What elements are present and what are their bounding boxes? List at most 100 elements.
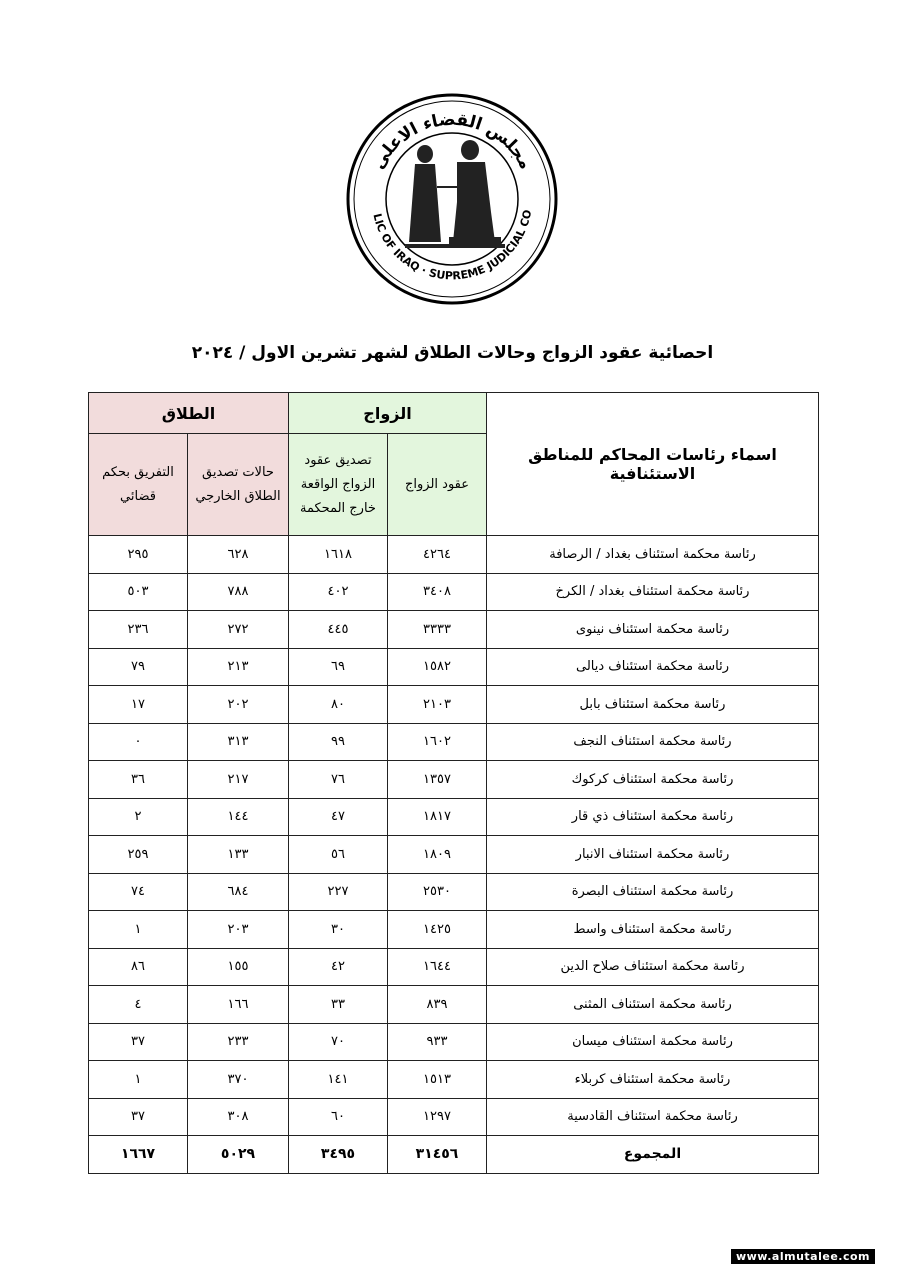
cell-value: ٩٣٣ [387, 1022, 487, 1061]
total-label: المجموع [486, 1135, 819, 1174]
cell-value: ١٦٦ [187, 985, 289, 1024]
cell-value: ٥٠٣ [88, 572, 188, 611]
cell-value: ١٥٥ [187, 947, 289, 986]
region-name: رئاسة محكمة استئناف ميسان [486, 1022, 819, 1061]
cell-value: ٢٣٦ [88, 610, 188, 649]
column-header: تصديق عقود الزواج الواقعة خارج المحكمة [288, 433, 388, 536]
cell-value: ٢١٧ [187, 760, 289, 799]
table-row: رئاسة محكمة استئناف كركوك ١٣٥٧ ٧٦ ٢١٧ ٣٦ [88, 760, 819, 799]
region-name: رئاسة محكمة استئناف كركوك [486, 760, 819, 799]
cell-value: ٣٤٩٥ [288, 1135, 388, 1174]
cell-value: ١ [88, 910, 188, 949]
cell-value: ٢٠٣ [187, 910, 289, 949]
cell-value: ٠ [88, 722, 188, 761]
table-row: رئاسة محكمة استئناف كربلاء ١٥١٣ ١٤١ ٣٧٠ ١ [88, 1060, 819, 1099]
cell-value: ٢٧٢ [187, 610, 289, 649]
marriage-group-header: الزواج [288, 392, 487, 434]
cell-value: ١٦٤٤ [387, 947, 487, 986]
column-header: التفريق بحكم قضائي [88, 433, 188, 536]
table-row: رئاسة محكمة استئناف صلاح الدين ١٦٤٤ ٤٢ ١٥٥ ٨… [88, 947, 819, 986]
cell-value: ٢٥٣٠ [387, 872, 487, 911]
region-name: رئاسة محكمة استئناف البصرة [486, 872, 819, 911]
table-row: رئاسة محكمة استئناف ديالى ١٥٨٢ ٦٩ ٢١٣ ٧٩ [88, 647, 819, 686]
cell-value: ١٧ [88, 685, 188, 724]
cell-value: ٧٦ [288, 760, 388, 799]
cell-value: ١٦٦٧ [88, 1135, 188, 1174]
cell-value: ٢٣٣ [187, 1022, 289, 1061]
cell-value: ٥٦ [288, 835, 388, 874]
region-name: رئاسة محكمة استئناف القادسية [486, 1097, 819, 1136]
cell-value: ١٤٤ [187, 797, 289, 836]
cell-value: ٢٩٥ [88, 535, 188, 574]
cell-value: ٢٠٢ [187, 685, 289, 724]
region-name: رئاسة محكمة استئناف الانبار [486, 835, 819, 874]
cell-value: ٣٧٠ [187, 1060, 289, 1099]
table-row: رئاسة محكمة استئناف بغداد / الرصافة ٤٢٦٤ ١… [88, 535, 819, 574]
cell-value: ١٨٠٩ [387, 835, 487, 874]
cell-value: ٣٧ [88, 1097, 188, 1136]
cell-value: ١٣٣ [187, 835, 289, 874]
cell-value: ١٤١ [288, 1060, 388, 1099]
table-row: رئاسة محكمة استئناف ميسان ٩٣٣ ٧٠ ٢٣٣ ٣٧ [88, 1022, 819, 1061]
cell-value: ٣٧ [88, 1022, 188, 1061]
cell-value: ٧٨٨ [187, 572, 289, 611]
svg-text:مجلس القضاء الاعلى: مجلس القضاء الاعلى [369, 110, 536, 173]
table-row: رئاسة محكمة استئناف نينوى ٣٣٣٣ ٤٤٥ ٢٧٢ ٢٣٦ [88, 610, 819, 649]
cell-value: ٤٧ [288, 797, 388, 836]
page-title: احصائية عقود الزواج وحالات الطلاق لشهر ت… [191, 343, 714, 363]
region-name: رئاسة محكمة استئناف النجف [486, 722, 819, 761]
region-name: رئاسة محكمة استئناف نينوى [486, 610, 819, 649]
cell-value: ٦٠ [288, 1097, 388, 1136]
cell-value: ٦٩ [288, 647, 388, 686]
cell-value: ٣١٣ [187, 722, 289, 761]
cell-value: ١٥١٣ [387, 1060, 487, 1099]
region-name: رئاسة محكمة استئناف ذي قار [486, 797, 819, 836]
table-row: رئاسة محكمة استئناف النجف ١٦٠٢ ٩٩ ٣١٣ ٠ [88, 722, 819, 761]
total-row: المجموع ٣١٤٥٦ ٣٤٩٥ ٥٠٢٩ ١٦٦٧ [88, 1135, 819, 1174]
region-name: رئاسة محكمة استئناف ديالى [486, 647, 819, 686]
column-header: عقود الزواج [387, 433, 487, 536]
cell-value: ١٦٠٢ [387, 722, 487, 761]
region-name: رئاسة محكمة استئناف صلاح الدين [486, 947, 819, 986]
cell-value: ١٦١٨ [288, 535, 388, 574]
cell-value: ٤٠٢ [288, 572, 388, 611]
cell-value: ٧٩ [88, 647, 188, 686]
cell-value: ٧٤ [88, 872, 188, 911]
region-name: رئاسة محكمة استئناف بابل [486, 685, 819, 724]
cell-value: ٤٢٦٤ [387, 535, 487, 574]
cell-value: ٤ [88, 985, 188, 1024]
table-row: رئاسة محكمة استئناف القادسية ١٢٩٧ ٦٠ ٣٠٨ ٣٧ [88, 1097, 819, 1136]
cell-value: ١٣٥٧ [387, 760, 487, 799]
table-row: رئاسة محكمة استئناف البصرة ٢٥٣٠ ٢٢٧ ٦٨٤ ٧٤ [88, 872, 819, 911]
cell-value: ٦٨٤ [187, 872, 289, 911]
cell-value: ٣٣٣٣ [387, 610, 487, 649]
region-name: رئاسة محكمة استئناف المثنى [486, 985, 819, 1024]
cell-value: ٨٠ [288, 685, 388, 724]
cell-value: ٣٣ [288, 985, 388, 1024]
divorce-group-header: الطلاق [88, 392, 289, 434]
supreme-judicial-council-seal: مجلس القضاء الاعلى REPUBLIC OF IRAQ · SU… [340, 82, 560, 307]
cell-value: ٣٠٨ [187, 1097, 289, 1136]
table-row: رئاسة محكمة استئناف ذي قار ١٨١٧ ٤٧ ١٤٤ ٢ [88, 797, 819, 836]
cell-value: ٢٢٧ [288, 872, 388, 911]
region-name: رئاسة محكمة استئناف كربلاء [486, 1060, 819, 1099]
region-header: اسماء رئاسات المحاكم للمناطق الاستئنافية [486, 392, 819, 536]
cell-value: ٣٦ [88, 760, 188, 799]
column-header: حالات تصديق الطلاق الخارجي [187, 433, 289, 536]
table-row: رئاسة محكمة استئناف واسط ١٤٢٥ ٣٠ ٢٠٣ ١ [88, 910, 819, 949]
region-name: رئاسة محكمة استئناف بغداد / الرصافة [486, 535, 819, 574]
statistics-table: اسماء رئاسات المحاكم للمناطق الاستئنافية… [88, 392, 819, 1174]
region-name: رئاسة محكمة استئناف واسط [486, 910, 819, 949]
cell-value: ١٨١٧ [387, 797, 487, 836]
cell-value: ٦٢٨ [187, 535, 289, 574]
cell-value: ٢١٠٣ [387, 685, 487, 724]
cell-value: ٧٠ [288, 1022, 388, 1061]
cell-value: ٣٠ [288, 910, 388, 949]
cell-value: ٥٠٢٩ [187, 1135, 289, 1174]
cell-value: ٢ [88, 797, 188, 836]
cell-value: ٢١٣ [187, 647, 289, 686]
cell-value: ٣٤٠٨ [387, 572, 487, 611]
cell-value: ٩٩ [288, 722, 388, 761]
cell-value: ٤٢ [288, 947, 388, 986]
cell-value: ٨٦ [88, 947, 188, 986]
